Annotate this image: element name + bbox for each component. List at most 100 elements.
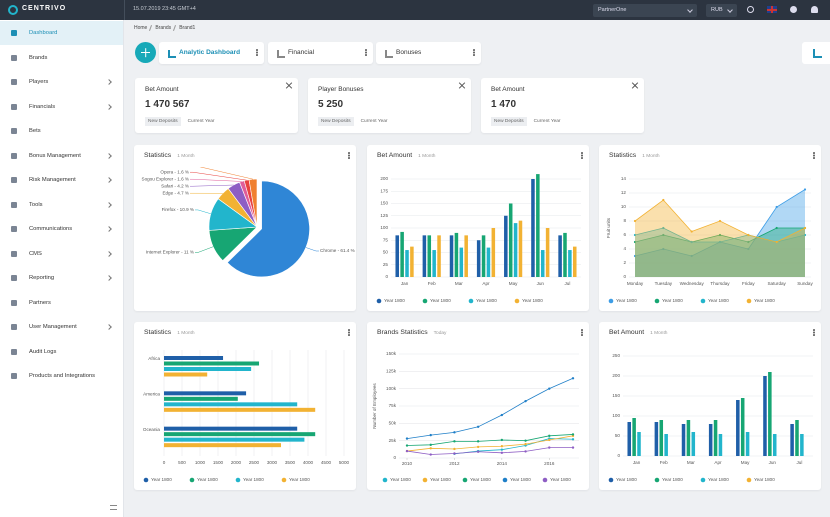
nav-item[interactable]: Dashboard: [0, 21, 123, 45]
nav-item[interactable]: Communications: [0, 217, 123, 241]
nav-item[interactable]: Products and Integrations: [0, 364, 123, 388]
y-tick-label: 100k: [386, 386, 397, 391]
nav-item[interactable]: CMS: [0, 242, 123, 266]
legend-swatch: [468, 298, 474, 304]
nav-item[interactable]: Financials: [0, 95, 123, 119]
kpi-tags: New Deposits Current Year: [318, 117, 391, 126]
chart-title: Statistics: [144, 329, 172, 336]
language-flag[interactable]: [767, 6, 777, 13]
point: [405, 437, 409, 440]
bar: [637, 432, 641, 456]
theme-icon[interactable]: [790, 6, 797, 13]
collapse-icon[interactable]: [110, 505, 117, 510]
chart-button[interactable]: [802, 42, 830, 64]
point: [453, 440, 456, 443]
tab-menu[interactable]: [473, 49, 475, 51]
kpi-tag[interactable]: Current Year: [533, 119, 561, 124]
bar: [481, 235, 486, 277]
tab[interactable]: Financial: [268, 42, 373, 64]
nav-item[interactable]: Partners: [0, 291, 123, 315]
close-button[interactable]: [458, 82, 465, 89]
kpi-tag[interactable]: Current Year: [187, 119, 215, 124]
bar: [772, 434, 777, 456]
chart-title: Bet Amount: [377, 152, 413, 159]
nav-item[interactable]: Bets: [0, 119, 123, 143]
bar: [427, 235, 432, 277]
point: [500, 438, 504, 442]
bar: [632, 418, 636, 456]
point: [476, 450, 480, 453]
kpi-tag[interactable]: Current Year: [360, 119, 388, 124]
chart-menu[interactable]: [581, 329, 583, 331]
leader-line: [199, 167, 254, 180]
tab[interactable]: Analytic Dashboard: [159, 42, 264, 64]
bar: [627, 422, 632, 456]
user-icon[interactable]: [811, 6, 818, 13]
x-tick-label: 1000: [195, 460, 206, 465]
nav-item[interactable]: User Management: [0, 315, 123, 339]
breadcrumb-item[interactable]: Brands: [155, 25, 172, 31]
point: [429, 453, 432, 456]
x-tick-label: Jul: [796, 460, 802, 465]
chart-plot: Chrome - 61.4 % Internet Explorer - 11 % F…: [142, 167, 355, 278]
bar: [686, 420, 691, 456]
line: [406, 447, 573, 455]
kpi-tag[interactable]: New Deposits: [318, 117, 354, 126]
bar: [513, 223, 518, 277]
partner-select[interactable]: PartnerOne: [593, 4, 697, 17]
tab[interactable]: Bonuses: [376, 42, 481, 64]
breadcrumb-item[interactable]: Brand1: [179, 25, 196, 31]
point: [803, 226, 807, 230]
x-tick-label: 2000: [231, 460, 242, 465]
leader-line: [195, 209, 211, 215]
nav-item[interactable]: Players: [0, 70, 123, 94]
tab-menu[interactable]: [256, 49, 258, 51]
legend-swatch: [542, 477, 548, 483]
search-icon[interactable]: [747, 6, 754, 13]
legend-label: Year 1800: [754, 298, 775, 303]
tab-menu[interactable]: [365, 49, 367, 51]
nav-item[interactable]: Brands: [0, 46, 123, 70]
x-tick-label: Wednesday: [680, 281, 705, 286]
nav-item[interactable]: Risk Management: [0, 168, 123, 192]
point: [571, 438, 575, 441]
data-label: Opera - 1.6 %: [160, 169, 189, 174]
chart-menu[interactable]: [348, 329, 350, 331]
point: [633, 219, 637, 223]
add-button[interactable]: [135, 42, 156, 63]
chart-title: Bet Amount: [609, 329, 645, 336]
kpi-tag[interactable]: New Deposits: [491, 117, 527, 126]
legend-swatch: [189, 477, 195, 483]
chart-menu[interactable]: [813, 152, 815, 154]
legend-label: Year 1800: [550, 477, 571, 482]
nav-item[interactable]: Bonus Management: [0, 144, 123, 168]
point: [524, 450, 527, 453]
point: [662, 198, 665, 202]
nav-item[interactable]: Tools: [0, 193, 123, 217]
x-tick-label: Apr: [714, 460, 722, 465]
legend-swatch: [654, 477, 660, 483]
bar: [790, 424, 794, 456]
chart-header: Brands Statistics Today: [377, 329, 446, 336]
currency-select[interactable]: RUB: [706, 4, 737, 17]
chart-menu[interactable]: [348, 152, 350, 154]
bar: [476, 240, 481, 277]
data-label: Internet Explorer - 11 %: [146, 250, 194, 255]
breadcrumb-item[interactable]: Home: [134, 25, 148, 31]
kpi-tag[interactable]: New Deposits: [145, 117, 181, 126]
close-button[interactable]: [285, 82, 292, 89]
nav-item[interactable]: Audit Logs: [0, 340, 123, 364]
point: [747, 240, 750, 244]
pie-slice: [226, 180, 310, 278]
close-button[interactable]: [631, 82, 638, 89]
nav-item[interactable]: Reporting: [0, 266, 123, 290]
point: [775, 205, 778, 209]
legend-label: Year 1800: [289, 477, 310, 482]
chart-subtitle: 1 Month: [642, 154, 660, 159]
x-tick-label: 2016: [544, 461, 555, 466]
chart-menu[interactable]: [581, 152, 583, 154]
chart-menu[interactable]: [813, 329, 815, 331]
leader-line: [305, 247, 319, 252]
legend-swatch: [502, 477, 508, 483]
chart-plot: 0 25k 50k 75k 100k 125k 150k Number of Employee…: [372, 351, 579, 483]
